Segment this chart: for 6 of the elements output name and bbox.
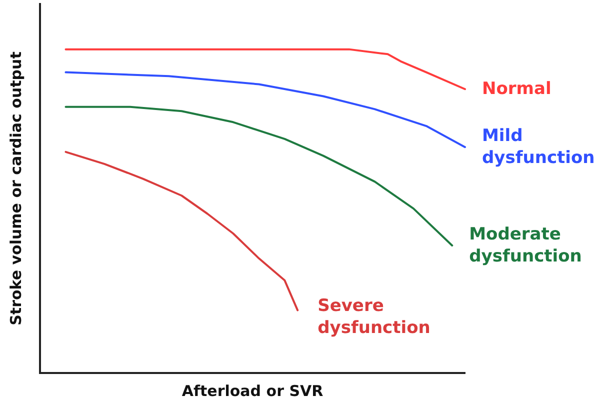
series-label: Severe dysfunction [318, 296, 430, 338]
series-label: Normal [482, 79, 552, 100]
x-axis-title: Afterload or SVR [182, 382, 324, 400]
series-label: Moderate dysfunction [469, 224, 582, 266]
y-axis-title: Stroke volume or cardiac output [6, 52, 25, 326]
series-label: Mild dysfunction [482, 126, 595, 168]
